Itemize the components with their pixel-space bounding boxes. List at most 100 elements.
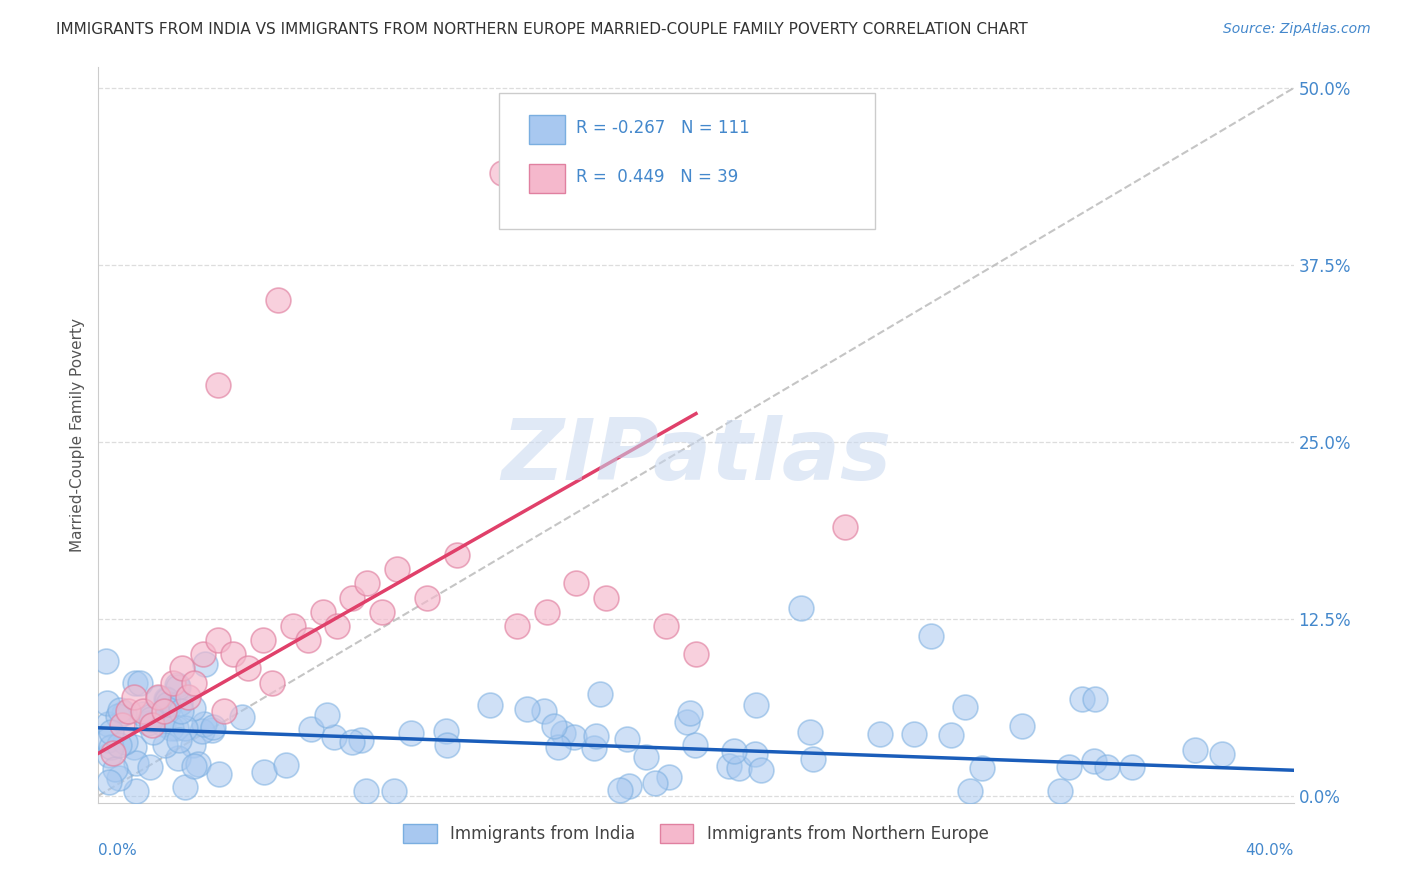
Text: R =  0.449   N = 39: R = 0.449 N = 39 bbox=[576, 169, 738, 186]
Point bbox=[108, 771, 131, 785]
Point bbox=[177, 690, 200, 704]
Point bbox=[193, 717, 215, 731]
Point bbox=[136, 715, 159, 730]
Point bbox=[174, 721, 197, 735]
Point bbox=[1011, 719, 1033, 733]
Point bbox=[399, 726, 422, 740]
Point bbox=[356, 576, 378, 591]
Point bbox=[685, 647, 707, 661]
Point bbox=[384, 784, 406, 798]
Point bbox=[869, 727, 891, 741]
Point bbox=[1071, 692, 1094, 706]
Point bbox=[191, 647, 214, 661]
Point bbox=[315, 708, 337, 723]
Point bbox=[94, 654, 117, 668]
Point bbox=[117, 704, 139, 718]
Point bbox=[207, 633, 229, 648]
Point bbox=[125, 756, 148, 770]
Point bbox=[281, 619, 304, 633]
Point bbox=[274, 757, 297, 772]
Point bbox=[478, 698, 501, 712]
Point bbox=[342, 591, 364, 605]
Point bbox=[146, 691, 169, 706]
Point bbox=[183, 759, 205, 773]
Point bbox=[181, 739, 204, 753]
Text: IMMIGRANTS FROM INDIA VS IMMIGRANTS FROM NORTHERN EUROPE MARRIED-COUPLE FAMILY P: IMMIGRANTS FROM INDIA VS IMMIGRANTS FROM… bbox=[56, 22, 1028, 37]
Point bbox=[253, 764, 276, 779]
Point bbox=[644, 776, 666, 790]
FancyBboxPatch shape bbox=[529, 115, 565, 145]
Point bbox=[585, 729, 607, 743]
Point bbox=[96, 697, 118, 711]
Point bbox=[111, 718, 134, 732]
Point bbox=[98, 775, 121, 789]
Point bbox=[260, 675, 283, 690]
Point bbox=[141, 718, 163, 732]
Point bbox=[1184, 743, 1206, 757]
Point bbox=[953, 700, 976, 714]
Point bbox=[354, 784, 377, 798]
Point bbox=[583, 740, 606, 755]
Point bbox=[191, 723, 214, 738]
Point bbox=[1095, 759, 1118, 773]
Y-axis label: Married-Couple Family Poverty: Married-Couple Family Poverty bbox=[69, 318, 84, 552]
Point bbox=[104, 762, 127, 776]
Point bbox=[683, 739, 706, 753]
Point bbox=[371, 605, 394, 619]
Point bbox=[124, 739, 146, 754]
Point bbox=[322, 730, 344, 744]
Point bbox=[202, 720, 225, 734]
Point bbox=[97, 717, 120, 731]
Point bbox=[157, 701, 180, 715]
Point bbox=[745, 698, 768, 712]
Legend: Immigrants from India, Immigrants from Northern Europe: Immigrants from India, Immigrants from N… bbox=[396, 817, 995, 850]
Point bbox=[619, 780, 641, 794]
Point bbox=[139, 760, 162, 774]
Point bbox=[103, 746, 125, 760]
Point bbox=[170, 705, 193, 719]
Point bbox=[97, 733, 120, 747]
Point bbox=[751, 764, 773, 778]
Point bbox=[208, 767, 231, 781]
Point bbox=[155, 692, 177, 706]
Point bbox=[553, 726, 575, 740]
Point bbox=[533, 705, 555, 719]
Point bbox=[588, 687, 610, 701]
Point bbox=[543, 719, 565, 733]
Text: R = -0.267   N = 111: R = -0.267 N = 111 bbox=[576, 119, 751, 137]
Point bbox=[129, 676, 152, 690]
Point bbox=[516, 702, 538, 716]
Point bbox=[139, 712, 162, 726]
Point bbox=[181, 701, 204, 715]
Point bbox=[132, 704, 155, 718]
Point bbox=[491, 166, 513, 180]
Point bbox=[547, 739, 569, 754]
Text: 0.0%: 0.0% bbox=[98, 843, 138, 858]
Point bbox=[436, 738, 458, 752]
Point bbox=[1049, 784, 1071, 798]
Point bbox=[212, 704, 235, 718]
Point bbox=[506, 619, 529, 633]
Point bbox=[536, 605, 558, 619]
FancyBboxPatch shape bbox=[529, 164, 565, 194]
Point bbox=[655, 619, 678, 633]
Point bbox=[107, 738, 129, 752]
Point bbox=[194, 657, 217, 671]
Point bbox=[236, 661, 259, 675]
Text: 40.0%: 40.0% bbox=[1246, 843, 1294, 858]
Point bbox=[100, 725, 122, 739]
Point bbox=[207, 378, 229, 392]
Point bbox=[153, 738, 176, 752]
Point bbox=[416, 591, 439, 605]
Point bbox=[903, 727, 925, 741]
Point bbox=[167, 680, 190, 694]
Point bbox=[165, 721, 187, 735]
Point bbox=[920, 629, 942, 643]
Point bbox=[267, 293, 290, 308]
Point bbox=[728, 761, 751, 775]
Point bbox=[789, 600, 811, 615]
Text: ZIPatlas: ZIPatlas bbox=[501, 416, 891, 499]
Point bbox=[98, 748, 121, 763]
Point bbox=[231, 710, 253, 724]
Point bbox=[1084, 692, 1107, 706]
